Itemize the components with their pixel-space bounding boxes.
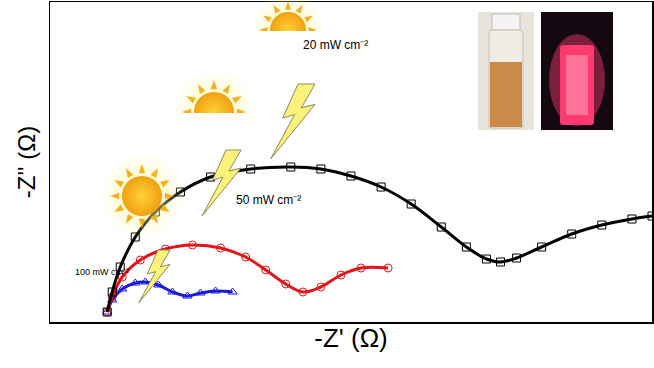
svg-text:50 mW cm⁻²: 50 mW cm⁻² [236,193,301,207]
svg-text:-Z'' (Ω): -Z'' (Ω) [13,126,40,198]
svg-text:20 mW cm⁻²: 20 mW cm⁻² [303,38,368,52]
svg-text:100 mW cm⁻²: 100 mW cm⁻² [75,267,129,277]
svg-text:-Z' (Ω): -Z' (Ω) [314,323,387,353]
